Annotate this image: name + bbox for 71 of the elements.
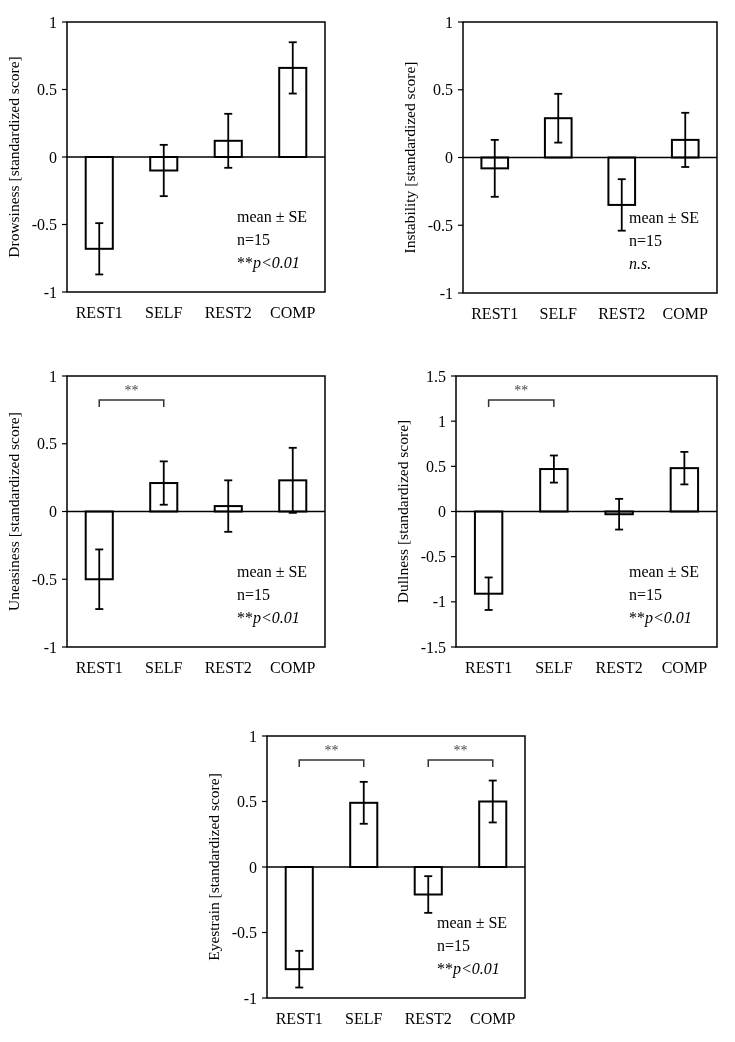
annotation: ** [124, 383, 139, 398]
x-tick-label: REST1 [75, 659, 123, 676]
y-axis-title: Drowsiness [standardized score] [5, 56, 22, 258]
annotation: ** [514, 383, 529, 398]
x-tick-label: COMP [270, 659, 316, 676]
y-tick-label: 1 [445, 13, 453, 31]
y-tick-label: 1 [49, 13, 57, 31]
annotation: **p<0.01 [437, 960, 500, 978]
x-tick-label: SELF [145, 659, 183, 676]
y-tick-label: -0.5 [31, 216, 57, 234]
y-tick-label: 0 [249, 858, 257, 876]
y-tick-label: -1 [432, 593, 446, 611]
y-tick-label: 0 [49, 148, 57, 166]
y-tick-label: 0.5 [433, 81, 453, 99]
y-tick-label: -1 [243, 989, 257, 1007]
annotation: **p<0.01 [237, 609, 300, 627]
annotation: n.s. [629, 255, 652, 272]
y-tick-label: -1 [43, 283, 57, 301]
x-tick-label: COMP [661, 659, 708, 676]
y-tick-label: -0.5 [31, 570, 57, 588]
y-axis-title: Instability [standardized score] [401, 61, 418, 254]
annotation: **p<0.01 [237, 254, 300, 272]
y-axis-title: Eyestrain [standardized score] [205, 773, 222, 961]
y-tick-label: 0.5 [237, 793, 257, 811]
y-tick-label: 0.5 [37, 81, 57, 99]
y-axis-title: Uneasiness [standardized score] [5, 412, 22, 611]
y-tick-label: 1 [438, 412, 446, 430]
annotation: **p<0.01 [629, 609, 692, 627]
annotation: mean ± SE [437, 914, 508, 931]
annotation: mean ± SE [629, 209, 700, 226]
x-tick-label: REST1 [275, 1010, 323, 1027]
x-tick-label: REST1 [465, 659, 513, 676]
annotation: n=15 [629, 586, 663, 603]
x-tick-label: COMP [470, 1010, 516, 1027]
annotation: mean ± SE [629, 563, 700, 580]
y-axis-title: Dullness [standardized score] [394, 419, 411, 604]
y-tick-label: 0.5 [37, 435, 57, 453]
x-tick-label: COMP [270, 304, 316, 321]
x-tick-label: COMP [662, 305, 709, 322]
annotation: n=15 [437, 937, 471, 954]
y-tick-label: 0 [49, 503, 57, 521]
x-tick-label: REST2 [598, 305, 646, 322]
annotation: n=15 [237, 231, 271, 248]
x-tick-label: REST1 [75, 304, 123, 321]
annotation: n=15 [237, 586, 271, 603]
y-tick-label: 0.5 [426, 457, 446, 475]
y-tick-label: 0 [438, 503, 446, 521]
x-tick-label: REST2 [404, 1010, 452, 1027]
x-tick-label: SELF [539, 305, 578, 322]
y-tick-label: 1.5 [426, 367, 446, 385]
x-tick-label: REST2 [204, 659, 252, 676]
y-tick-label: -0.5 [231, 924, 257, 942]
y-tick-label: -0.5 [427, 216, 453, 234]
annotation: n=15 [629, 232, 663, 249]
y-tick-label: -0.5 [420, 548, 446, 566]
annotation: mean ± SE [237, 208, 308, 225]
annotation: mean ± SE [237, 563, 308, 580]
x-tick-label: SELF [345, 1010, 383, 1027]
x-tick-label: SELF [145, 304, 183, 321]
x-tick-label: REST2 [204, 304, 252, 321]
x-tick-label: REST2 [595, 659, 643, 676]
x-tick-label: REST1 [471, 305, 519, 322]
x-tick-label: SELF [535, 659, 573, 676]
y-tick-label: 1 [249, 727, 257, 745]
y-tick-label: -1 [439, 284, 453, 302]
annotation: ** [324, 743, 339, 758]
y-tick-label: 0 [445, 149, 453, 167]
y-tick-label: 1 [49, 367, 57, 385]
y-tick-label: -1 [43, 638, 57, 656]
y-tick-label: -1.5 [420, 638, 446, 656]
annotation: ** [453, 743, 468, 758]
